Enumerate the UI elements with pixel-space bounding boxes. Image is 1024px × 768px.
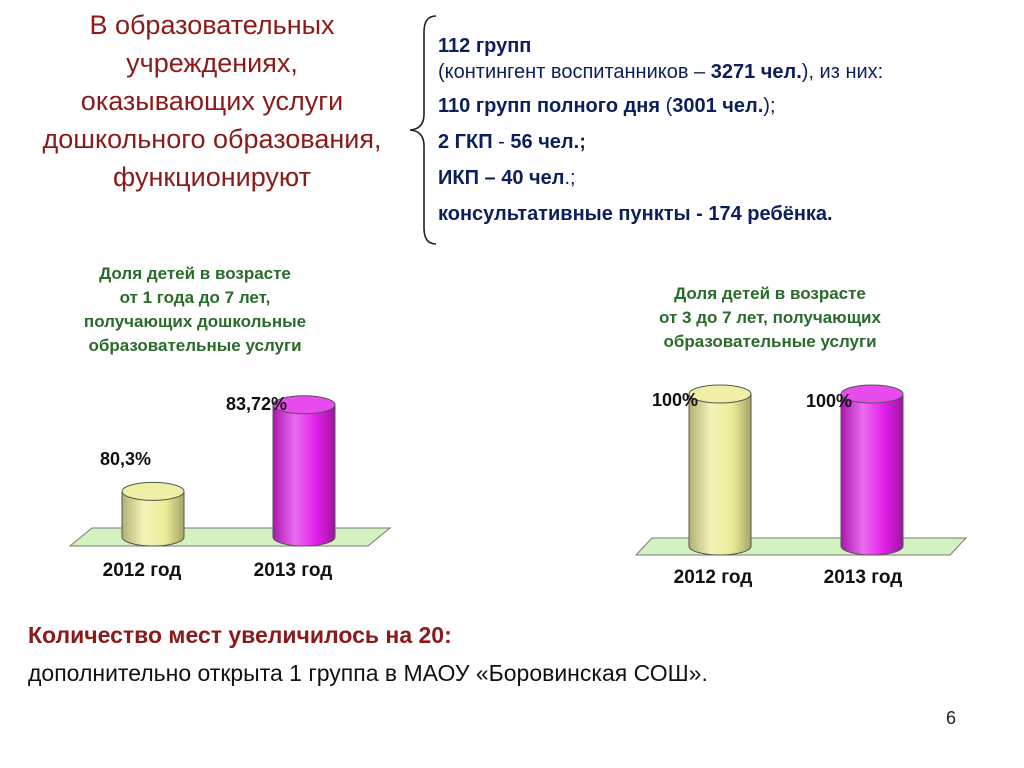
chart2-title-line: образовательные услуги — [663, 332, 877, 351]
value-label: 83,72% — [226, 394, 287, 414]
category-label: 2012 год — [103, 560, 182, 581]
cylinder-top — [688, 384, 752, 404]
chart1-title-line: образовательные услуги — [88, 336, 302, 355]
cylinder-body — [840, 393, 904, 556]
chart-floor — [68, 527, 392, 547]
info-gkp: 2 ГКП - 56 чел.; — [438, 131, 586, 153]
chart2-title: Доля детей в возрасте от 3 до 7 лет, пол… — [580, 282, 960, 354]
cylinder-body — [272, 404, 336, 547]
category-label: 2013 год — [254, 560, 333, 581]
value-label: 100% — [806, 391, 852, 411]
chart-1: 80,3% 2012 год 83,72% 2013 год — [68, 394, 392, 581]
chart1-title: Доля детей в возрасте от 1 года до 7 лет… — [10, 262, 380, 358]
chart2-title-line: от 3 до 7 лет, получающих — [659, 308, 881, 327]
value-label: 100% — [652, 390, 698, 410]
groups-info: 112 групп (контингент воспитанников – 32… — [438, 34, 1018, 226]
value-label: 80,3% — [100, 449, 151, 469]
category-label: 2012 год — [674, 567, 753, 588]
bar-2012 — [121, 481, 185, 547]
places-increase-text: Количество мест увеличилось на 20: — [28, 622, 452, 648]
info-consult-points: консультативные пункты - 174 ребёнка. — [438, 203, 833, 225]
chart-2: 100% 2012 год 100% 2013 год — [634, 384, 968, 588]
heading-line: дошкольного образования, — [42, 124, 382, 154]
chart1-title-line: Доля детей в возрасте — [99, 264, 291, 283]
cylinder-top — [121, 481, 185, 501]
chart1-title-line: получающих дошкольные — [83, 312, 307, 331]
cylinder-top — [272, 395, 336, 415]
info-full-day-groups: 110 групп полного дня (3001 чел.); — [438, 95, 776, 117]
info-groups-total: 112 групп — [438, 35, 532, 57]
cylinder-body — [688, 393, 752, 556]
cylinder-body — [121, 490, 185, 547]
heading-line: учреждениях, — [126, 48, 298, 78]
curly-brace-icon — [409, 15, 437, 245]
info-contingent: (контингент воспитанников – 3271 чел.), … — [438, 61, 884, 83]
chart1-title-line: от 1 года до 7 лет, — [119, 288, 271, 307]
bar-2013 — [840, 384, 904, 556]
cylinder-top — [840, 384, 904, 404]
bar-2012 — [688, 384, 752, 556]
new-group-text: дополнительно открыта 1 группа в МАОУ «Б… — [28, 660, 708, 686]
bar-2013 — [272, 395, 336, 547]
heading: В образовательных учреждениях, оказывающ… — [4, 6, 420, 196]
category-label: 2013 год — [824, 567, 903, 588]
page-number: 6 — [946, 708, 957, 728]
chart2-title-line: Доля детей в возрасте — [674, 284, 866, 303]
chart-floor — [634, 537, 968, 556]
heading-line: В образовательных — [89, 10, 335, 40]
heading-line: функционируют — [113, 162, 311, 192]
heading-line: оказывающих услуги — [80, 86, 344, 116]
info-ikp: ИКП – 40 чел.; — [438, 167, 576, 189]
